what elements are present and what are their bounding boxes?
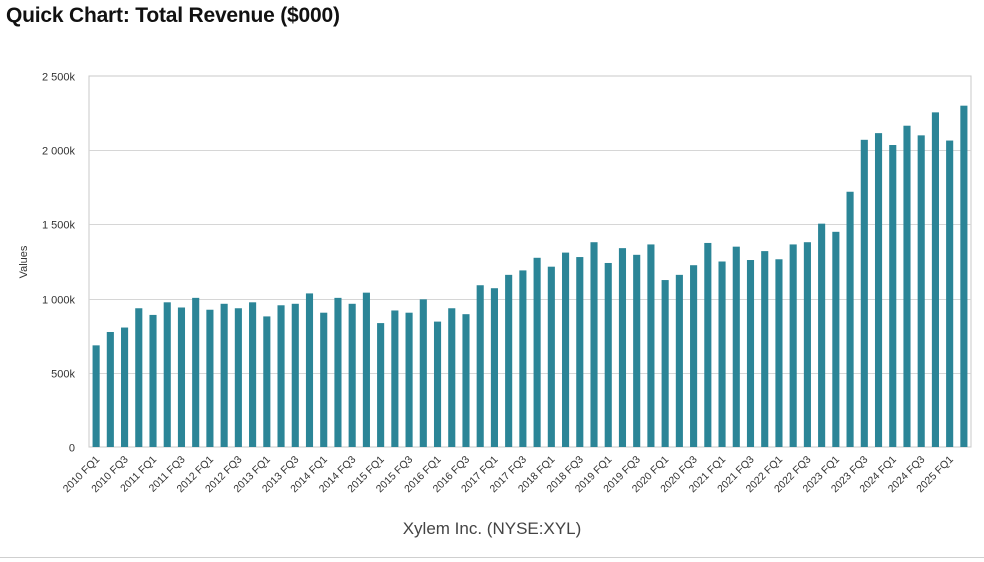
bar: [761, 251, 769, 447]
bar: [149, 314, 157, 447]
bar: [576, 257, 584, 447]
bar: [832, 231, 840, 447]
plot-frame: [88, 75, 972, 448]
bar: [903, 125, 911, 448]
bar: [533, 257, 541, 447]
bar: [362, 292, 370, 447]
bar: [505, 274, 513, 447]
bar: [263, 316, 271, 447]
bar: [775, 259, 783, 447]
bar: [192, 297, 200, 447]
bar: [874, 133, 883, 447]
bar: [334, 297, 342, 447]
bar: [746, 260, 755, 447]
x-axis-label: Xylem Inc. (NYSE:XYL): [403, 519, 582, 538]
bar: [177, 307, 186, 447]
bar: [718, 261, 726, 447]
bar: [135, 308, 143, 447]
bar: [277, 305, 285, 447]
bar: [562, 252, 570, 447]
bar: [291, 303, 299, 447]
bar: [818, 223, 826, 447]
bar: [917, 135, 925, 448]
bar: [618, 248, 627, 447]
bar: [960, 105, 968, 448]
y-axis-label: Values: [18, 245, 30, 278]
bar: [789, 244, 797, 447]
y-tick-label: 2 000k: [42, 146, 76, 158]
bar: [476, 285, 484, 447]
bar: [206, 309, 214, 447]
bar: [121, 327, 129, 447]
bar: [803, 242, 811, 447]
bar: [433, 321, 442, 447]
page-title: Quick Chart: Total Revenue ($000): [6, 4, 340, 27]
bar: [946, 140, 954, 448]
bar: [704, 242, 712, 447]
y-tick-label: 500k: [51, 369, 75, 381]
bar: [661, 280, 669, 447]
bar: [547, 266, 555, 447]
bar: [305, 293, 314, 447]
bottom-divider: [0, 557, 984, 558]
bar: [931, 112, 939, 448]
y-tick-label: 2 500k: [42, 72, 76, 84]
bar: [846, 191, 854, 447]
bar: [377, 323, 385, 447]
bar: [490, 288, 498, 447]
bar: [92, 345, 100, 447]
bar: [889, 145, 897, 447]
bar: [590, 242, 598, 447]
bar: [860, 139, 868, 447]
bar: [462, 314, 470, 447]
bar: [348, 303, 356, 447]
bar: [633, 254, 641, 447]
bar: [732, 246, 740, 447]
bar: [448, 308, 456, 447]
y-tick-label: 1 000k: [42, 295, 76, 307]
y-tick-label: 1 500k: [42, 220, 76, 232]
bar: [647, 244, 655, 447]
bar: [519, 270, 527, 447]
bar: [419, 299, 427, 447]
bar: [234, 308, 242, 447]
bar: [405, 312, 413, 447]
bar: [604, 262, 612, 447]
bar: [106, 331, 114, 447]
bar: [220, 303, 228, 447]
bar: [320, 312, 328, 447]
bar: [249, 302, 257, 447]
bar: [163, 302, 171, 447]
bar: [690, 265, 698, 447]
bar: [675, 274, 683, 447]
y-tick-label: 0: [69, 443, 75, 455]
bar: [391, 310, 399, 447]
